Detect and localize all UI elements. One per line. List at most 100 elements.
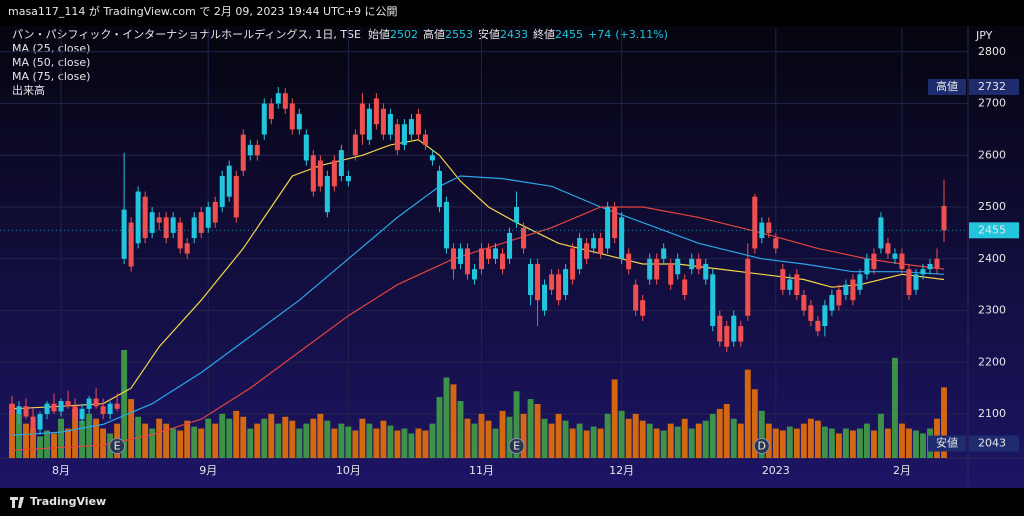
candle-body bbox=[317, 160, 323, 187]
volume-bar bbox=[100, 428, 107, 458]
event-marker bbox=[508, 438, 525, 454]
change: +74 bbox=[588, 28, 611, 41]
price-tag-box bbox=[969, 222, 1019, 239]
volume-bar bbox=[751, 389, 758, 458]
candle-body bbox=[16, 406, 22, 415]
volume-bar bbox=[149, 428, 156, 458]
y-tick-label: 2200 bbox=[978, 355, 1006, 368]
candle-body bbox=[51, 403, 57, 412]
candle-body bbox=[612, 207, 618, 239]
candle-body bbox=[149, 212, 155, 233]
volume-bar bbox=[569, 428, 576, 458]
candle-body bbox=[703, 263, 709, 280]
volume-bar bbox=[660, 430, 667, 458]
event-label: E bbox=[114, 440, 121, 453]
candle-body bbox=[724, 326, 730, 347]
candle-body bbox=[303, 134, 309, 161]
volume-bar bbox=[471, 423, 478, 458]
candle-body bbox=[443, 201, 449, 249]
volume-bar bbox=[941, 387, 947, 458]
candle-body bbox=[836, 289, 842, 306]
volume-bar bbox=[184, 420, 191, 458]
volume-bar bbox=[212, 423, 219, 458]
candle-body bbox=[514, 207, 520, 223]
volume-bar bbox=[555, 413, 562, 458]
candle-body bbox=[457, 248, 464, 264]
candle-body bbox=[507, 232, 513, 259]
change-pct: (+3.11%) bbox=[615, 28, 668, 41]
volume-bar bbox=[807, 418, 814, 458]
volume-bar bbox=[387, 425, 394, 458]
volume-bar bbox=[828, 428, 835, 458]
volume-bar bbox=[562, 420, 569, 458]
candle-body bbox=[310, 155, 316, 192]
volume-bar bbox=[415, 428, 422, 458]
volume-bar bbox=[478, 413, 485, 458]
volume-bar bbox=[121, 350, 128, 458]
volume-bar bbox=[191, 426, 198, 458]
volume-bar bbox=[436, 397, 443, 458]
volume-bar bbox=[723, 404, 730, 458]
volume-bar bbox=[142, 423, 149, 458]
candle-body bbox=[58, 401, 64, 412]
candle-body bbox=[668, 263, 674, 285]
x-tick-label: 2023 bbox=[762, 464, 790, 477]
candle-body bbox=[86, 398, 92, 409]
candle-body bbox=[478, 248, 485, 270]
volume-bar bbox=[226, 418, 233, 458]
y-tick-label: 2300 bbox=[978, 304, 1006, 317]
candle-body bbox=[345, 175, 351, 182]
candle-body bbox=[927, 263, 933, 270]
candle-body bbox=[436, 170, 442, 208]
candle-body bbox=[422, 134, 428, 145]
volume-bar bbox=[695, 423, 702, 458]
candle-body bbox=[913, 274, 919, 290]
tag-label-box bbox=[928, 78, 966, 95]
candle-body bbox=[528, 263, 534, 296]
legend-entry: MA (25, close) bbox=[12, 42, 90, 55]
candle-body bbox=[30, 416, 36, 430]
candle-body bbox=[9, 403, 15, 415]
candle-body bbox=[233, 175, 239, 218]
volume-bar bbox=[920, 433, 926, 458]
ohlc-value: 2433 bbox=[500, 28, 528, 41]
candle-body bbox=[338, 150, 344, 176]
volume-bar bbox=[520, 413, 527, 458]
x-tick-label: 10月 bbox=[336, 464, 361, 477]
volume-bar bbox=[842, 428, 849, 458]
candle-body bbox=[429, 155, 435, 161]
volume-bar bbox=[352, 430, 359, 458]
x-tick-label: 2月 bbox=[893, 464, 911, 477]
ohlc-label: 終値 bbox=[533, 27, 555, 41]
ma-line bbox=[11, 175, 945, 436]
volume-bar bbox=[849, 430, 856, 458]
candle-body bbox=[324, 175, 330, 213]
volume-bar bbox=[590, 426, 597, 458]
candle-body bbox=[829, 295, 835, 311]
candle-body bbox=[885, 243, 891, 254]
candle-body bbox=[640, 300, 646, 316]
candle-body bbox=[591, 238, 597, 249]
candle-body bbox=[464, 248, 471, 275]
candle-body bbox=[226, 165, 232, 197]
volume-bar bbox=[779, 430, 786, 458]
candle-body bbox=[23, 406, 29, 417]
symbol: パン・パシフィック・インターナショナルホールディングス, 1日, TSE bbox=[12, 27, 361, 41]
volume-bar bbox=[716, 408, 723, 458]
candle-body bbox=[675, 258, 681, 275]
volume-bar bbox=[758, 410, 765, 458]
candle-body bbox=[198, 212, 204, 233]
candle-body bbox=[521, 227, 527, 249]
candle-body bbox=[822, 305, 828, 327]
y-tick-label: 2700 bbox=[978, 97, 1006, 110]
candle-body bbox=[401, 124, 407, 145]
volume-bar bbox=[786, 426, 793, 458]
volume-bar bbox=[394, 430, 401, 458]
candle-body bbox=[759, 222, 765, 239]
candle-body bbox=[114, 403, 120, 409]
candle-body bbox=[717, 315, 723, 342]
candle-body bbox=[121, 209, 127, 259]
price-tag-box bbox=[969, 78, 1019, 95]
candle-body bbox=[212, 201, 218, 223]
